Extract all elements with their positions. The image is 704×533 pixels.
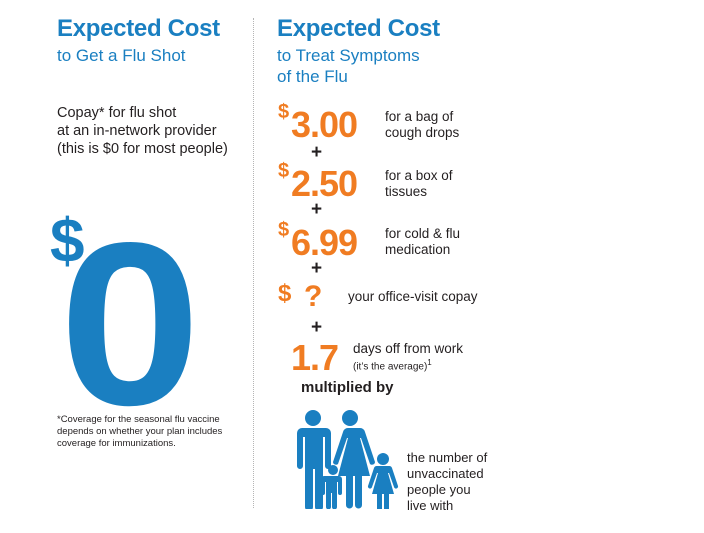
- desc-line: for cold & flu: [385, 226, 461, 241]
- desc-line: the number of: [407, 450, 488, 465]
- desc-line: for a box of: [385, 168, 453, 183]
- cost-amount: 2.50: [291, 163, 358, 204]
- family-description: the number of unvaccinated people you li…: [407, 450, 487, 514]
- cost-amount: 6.99: [291, 222, 358, 263]
- cost-item-medication: $ 6.99 for cold & flu medication: [278, 219, 478, 263]
- desc-line: tissues: [385, 184, 428, 199]
- dollar-sign: $: [278, 219, 290, 241]
- copay-line: at an in-network provider: [57, 123, 217, 139]
- big-dollar-sign: $: [50, 208, 84, 276]
- right-title: Expected Cost: [277, 15, 440, 42]
- copay-line: (this is $0 for most people): [57, 141, 228, 157]
- plus-sign: +: [311, 199, 323, 220]
- cost-description: for cold & flu medication: [385, 226, 460, 258]
- copay-line: Copay* for flu shot: [57, 105, 177, 121]
- plus-sign: +: [311, 317, 323, 338]
- desc-line: unvaccinated: [407, 466, 484, 481]
- desc-line: cough drops: [385, 125, 460, 140]
- days-description: days off from work (it’s the average)1: [353, 341, 463, 373]
- cost-description: your office-visit copay: [348, 289, 478, 304]
- footnote-line: depends on whether your plan includes: [57, 426, 223, 437]
- cost-description: for a bag of cough drops: [385, 109, 459, 141]
- family-icon: [297, 410, 399, 509]
- right-subtitle-cont: of the Flu: [277, 67, 348, 86]
- cost-amount: 3.00: [291, 104, 358, 145]
- column-divider: [253, 18, 254, 508]
- dollar-sign: $: [278, 160, 290, 182]
- desc-line-small: (it’s the average)1: [353, 357, 463, 373]
- big-zero: 0: [59, 208, 201, 408]
- dollar-sign: $: [278, 101, 290, 123]
- right-subtitle: to Treat Symptoms: [277, 46, 420, 65]
- desc-line: for a bag of: [385, 109, 454, 124]
- cost-item-tissues: $ 2.50 for a box of tissues: [278, 160, 478, 204]
- desc-line: days off from work: [353, 341, 464, 356]
- desc-line: live with: [407, 498, 454, 513]
- days-off-item: 1.7 days off from work (it’s the average…: [291, 340, 471, 376]
- copay-description: Copay* for flu shot at an in-network pro…: [57, 104, 228, 158]
- cost-amount: ?: [304, 280, 322, 313]
- desc-line: medication: [385, 242, 451, 257]
- cost-description: for a box of tissues: [385, 168, 453, 200]
- desc-line-text: (it’s the average): [353, 361, 428, 373]
- cost-item-office-visit: $ ? your office-visit copay: [278, 278, 498, 322]
- dollar-sign: $: [278, 280, 292, 307]
- footnote-line: coverage for immunizations.: [57, 438, 176, 449]
- desc-line: people you: [407, 482, 471, 497]
- footnote-line: *Coverage for the seasonal flu vaccine: [57, 414, 220, 425]
- footnote: *Coverage for the seasonal flu vaccine d…: [57, 414, 222, 450]
- left-title: Expected Cost: [57, 15, 220, 42]
- footnote-marker: 1: [427, 358, 432, 367]
- zero-dollar-graphic: 0 $: [47, 208, 201, 408]
- plus-sign: +: [311, 142, 323, 163]
- cost-item-cough-drops: $ 3.00 for a bag of cough drops: [278, 101, 478, 145]
- plus-sign: +: [311, 258, 323, 279]
- multiplied-by-label: multiplied by: [301, 379, 394, 396]
- days-amount: 1.7: [291, 337, 339, 378]
- left-subtitle: to Get a Flu Shot: [57, 46, 186, 65]
